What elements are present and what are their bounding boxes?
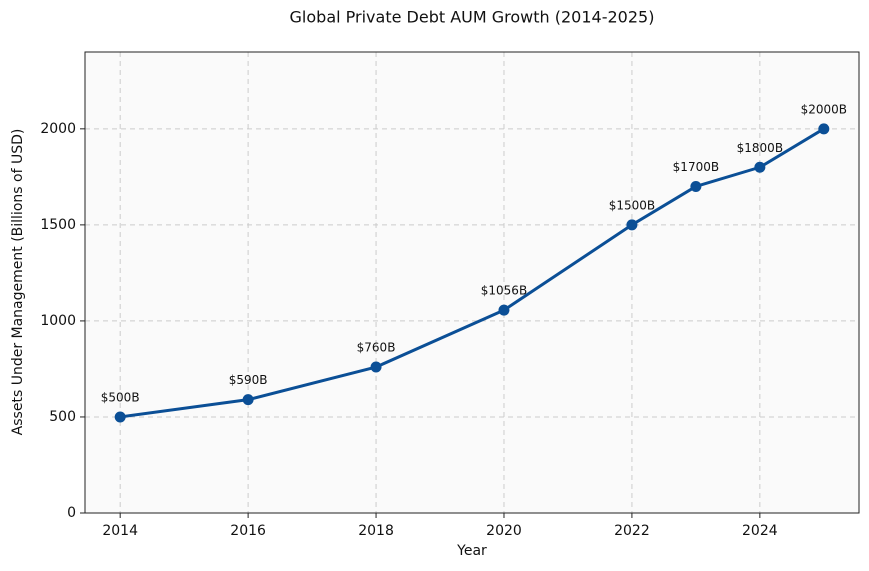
plot-area — [85, 52, 859, 513]
y-axis-label: Assets Under Management (Billions of USD… — [10, 129, 26, 436]
data-label: $760B — [357, 341, 396, 355]
y-tick-label: 0 — [67, 505, 76, 521]
marks: $500B $590B $760B $1056B $1500B $1700B $1800B $… — [101, 102, 847, 423]
data-point — [370, 361, 382, 373]
data-label: $500B — [101, 390, 140, 404]
y-tick-label: 2000 — [40, 121, 76, 137]
x-tick-label: 2014 — [102, 523, 138, 539]
x-tick-label: 2018 — [358, 523, 394, 539]
x-tick-label: 2024 — [742, 523, 778, 539]
data-point — [242, 394, 254, 406]
x-tick-label: 2022 — [614, 523, 650, 539]
data-label: $590B — [229, 373, 268, 387]
data-label: $1500B — [609, 198, 655, 212]
data-label: $1700B — [673, 160, 719, 174]
data-label: $1800B — [737, 141, 783, 155]
data-point — [114, 411, 126, 423]
data-line — [119, 127, 825, 419]
data-point — [818, 123, 830, 135]
data-label: $1056B — [481, 284, 527, 298]
data-point — [498, 304, 510, 316]
data-point — [626, 219, 638, 231]
plot-frame — [84, 51, 860, 514]
x-tick-label: 2016 — [230, 523, 266, 539]
x-tick-label: 2020 — [486, 523, 522, 539]
chart-title: Global Private Debt AUM Growth (2014-202… — [290, 8, 655, 27]
y-tick-label: 1500 — [40, 217, 76, 233]
y-tick-label: 500 — [49, 409, 76, 425]
y-tick-label: 1000 — [40, 313, 76, 329]
data-point — [754, 161, 766, 173]
x-axis-label: Year — [456, 543, 487, 559]
data-point — [690, 180, 702, 192]
grid — [85, 52, 859, 514]
data-label: $2000B — [801, 102, 847, 116]
